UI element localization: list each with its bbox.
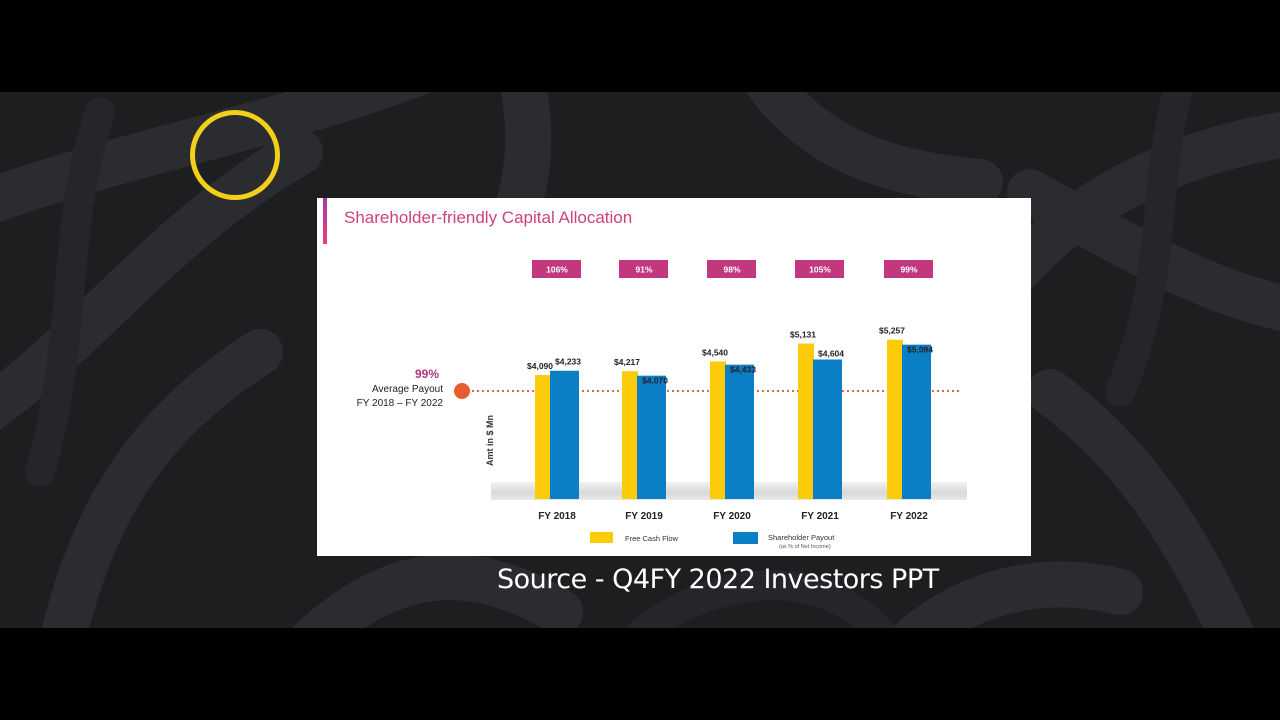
payout-ratio-badges: 106% 91% 98% 105% 99% [532,260,933,278]
y-axis-label: Amt in $ Mn [485,415,495,466]
value-label-shareholder-payout: $4,233 [555,357,581,367]
legend-sub-note: (as % of Net Income) [779,544,831,550]
x-tick-label: FY 2020 [713,511,751,522]
average-payout-percent: 99% [415,367,440,381]
x-tick-label: FY 2021 [801,511,839,522]
legend-swatch-free-cash-flow [590,532,613,543]
payout-ratio-badge [532,260,581,278]
presentation-slide: Shareholder-friendly Capital Allocation … [317,198,1031,556]
bar-free-cash-flow [622,371,638,499]
video-frame [0,92,1280,628]
value-label-free-cash-flow: $4,540 [702,347,728,357]
payout-ratio-badge [707,260,756,278]
legend-label-free-cash-flow: Free Cash Flow [625,534,679,543]
value-label-free-cash-flow: $5,257 [879,326,905,336]
average-payout-label-line2: FY 2018 – FY 2022 [356,398,443,409]
bars-group [535,339,931,499]
bar-free-cash-flow [535,375,551,499]
x-tick-label: FY 2022 [890,511,928,522]
payout-ratio-badge [884,260,933,278]
slide-title: Shareholder-friendly Capital Allocation [344,208,633,227]
payout-ratio-text: 105% [809,265,831,275]
value-label-free-cash-flow: $4,090 [527,361,553,371]
x-tick-label: FY 2019 [625,511,663,522]
bar-free-cash-flow [710,361,726,499]
payout-ratio-text: 106% [546,265,568,275]
average-payout-label-line1: Average Payout [372,384,443,395]
average-payout-label: Average Payout FY 2018 – FY 2022 [347,383,443,411]
legend-label-shareholder-payout: Shareholder Payout [768,533,835,542]
payout-ratio-text: 98% [723,265,740,275]
value-labels: $4,090 $4,233 $4,217$4,070 $4,540$4,433 $5,1… [527,326,933,386]
bar-shareholder-payout [813,359,842,499]
source-caption: Source - Q4FY 2022 Investors PPT [497,564,939,595]
value-label-free-cash-flow: $5,131 [790,330,816,340]
bar-chart: Amt in $ Mn 106% 91% 98% 105% 99% $4,090 $4,2… [454,260,967,550]
payout-ratio-badge [795,260,844,278]
average-payout-marker [454,383,470,399]
highlight-ring [190,110,280,200]
value-label-shareholder-payout: $4,433 [730,365,756,375]
bar-shareholder-payout [550,370,579,499]
x-axis-ticks: FY 2018 FY 2019 FY 2020 FY 2021 FY 2022 [538,511,928,522]
payout-ratio-text: 99% [900,265,917,275]
payout-ratio-badge [619,260,668,278]
value-label-shareholder-payout: $4,604 [818,348,844,358]
bar-shareholder-payout [902,344,931,499]
bar-free-cash-flow [887,339,903,499]
bar-shareholder-payout [637,375,666,499]
legend: Free Cash Flow Shareholder Payout (as % of… [590,532,835,550]
value-label-shareholder-payout: $4,070 [642,376,668,386]
letterbox-bottom [0,628,1280,720]
legend-swatch-shareholder-payout [733,532,758,544]
value-label-free-cash-flow: $4,217 [614,357,640,367]
bar-shareholder-payout [725,364,754,499]
bar-free-cash-flow [798,343,814,499]
letterbox-top [0,0,1280,92]
x-tick-label: FY 2018 [538,511,576,522]
payout-ratio-text: 91% [635,265,652,275]
title-accent-bar [323,198,327,244]
value-label-shareholder-payout: $5,094 [907,345,933,355]
